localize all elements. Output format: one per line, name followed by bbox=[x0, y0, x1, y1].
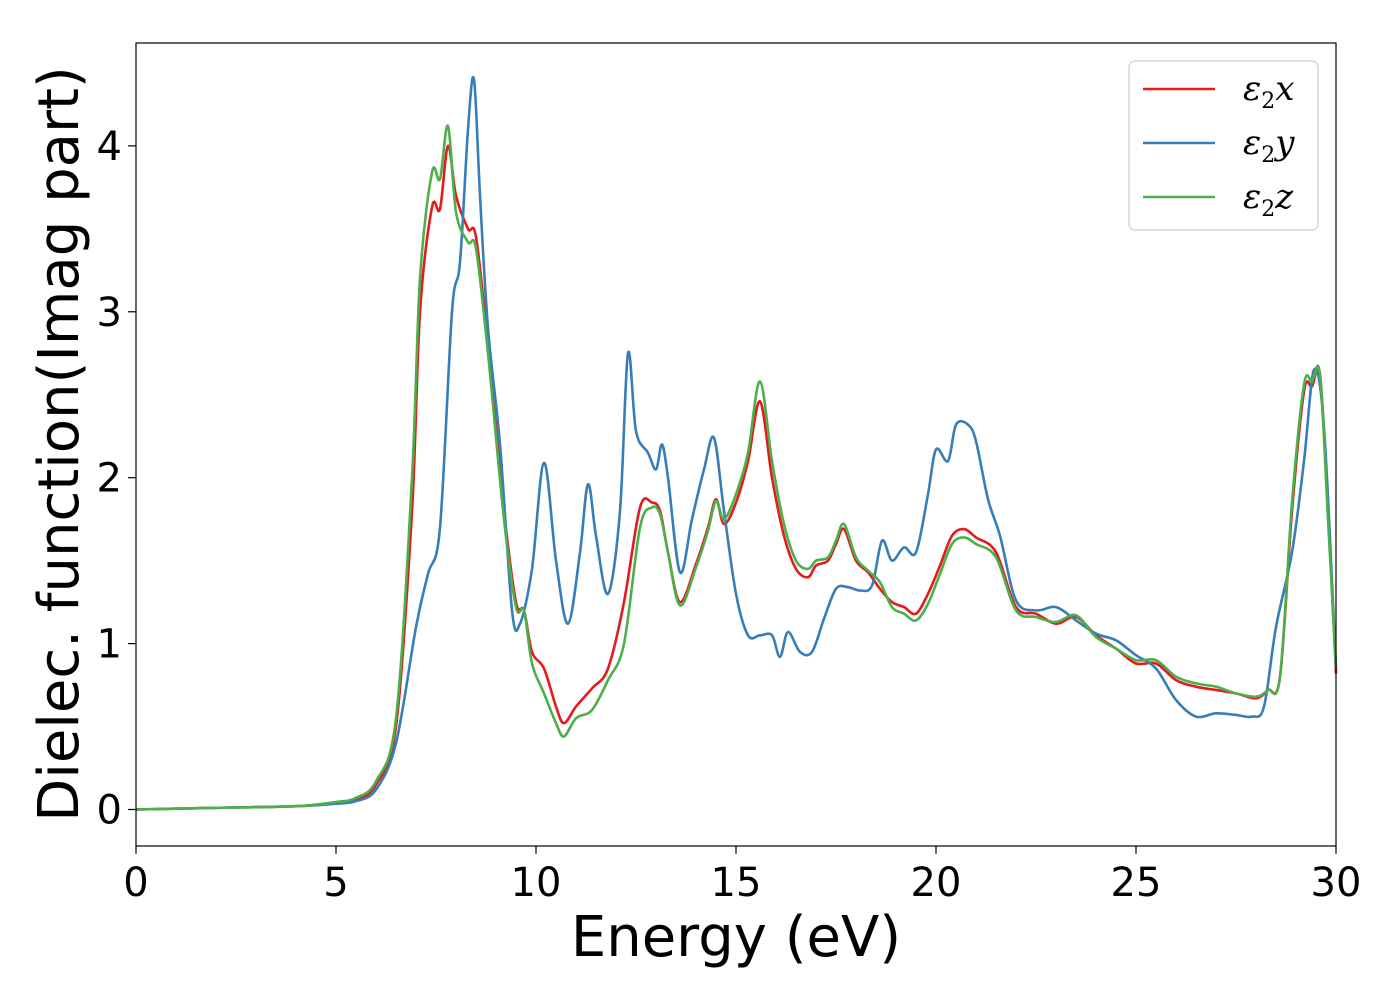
y-tick-label: 0 bbox=[97, 788, 122, 834]
series-layer bbox=[135, 75, 1338, 811]
tick-layer: 0 5 10 15 20 25 30 0 1 2 3 4 bbox=[97, 124, 1362, 906]
y-axis-title: Dielec. function(Imag part) bbox=[27, 66, 92, 822]
x-tick-label: 30 bbox=[1311, 860, 1362, 906]
plot-frame bbox=[135, 42, 1337, 847]
legend-label-variable: z bbox=[1274, 177, 1294, 217]
x-tick-label: 20 bbox=[911, 860, 962, 906]
x-tick-label: 15 bbox=[711, 860, 762, 906]
x-tick-label: 10 bbox=[511, 860, 562, 906]
legend-label-base: ε bbox=[1243, 69, 1261, 109]
legend-label-subscript: 2 bbox=[1261, 89, 1275, 114]
legend-box bbox=[1128, 60, 1319, 231]
series-line-y bbox=[135, 75, 1338, 811]
legend-label-subscript: 2 bbox=[1261, 143, 1275, 168]
x-tick-label: 25 bbox=[1111, 860, 1162, 906]
series-line-x bbox=[135, 144, 1338, 811]
series-line-z bbox=[135, 124, 1338, 811]
y-tick-label: 2 bbox=[97, 456, 122, 502]
legend-label-z: ε2z bbox=[1243, 177, 1294, 222]
legend-label-subscript: 2 bbox=[1261, 197, 1275, 222]
legend-label-x: ε2x bbox=[1243, 69, 1294, 114]
legend-label-base: ε bbox=[1243, 177, 1261, 217]
x-axis-title: Energy (eV) bbox=[571, 905, 901, 970]
legend-label-y: ε2y bbox=[1243, 123, 1295, 168]
legend-label-variable: x bbox=[1275, 69, 1294, 109]
y-tick-label: 4 bbox=[97, 124, 122, 170]
y-tick-label: 1 bbox=[97, 622, 122, 668]
x-tick-label: 0 bbox=[123, 860, 148, 906]
legend-label-base: ε bbox=[1243, 123, 1261, 163]
y-tick-label: 3 bbox=[97, 290, 122, 336]
legend-label-variable: y bbox=[1273, 123, 1295, 163]
x-tick-label: 5 bbox=[323, 860, 348, 906]
